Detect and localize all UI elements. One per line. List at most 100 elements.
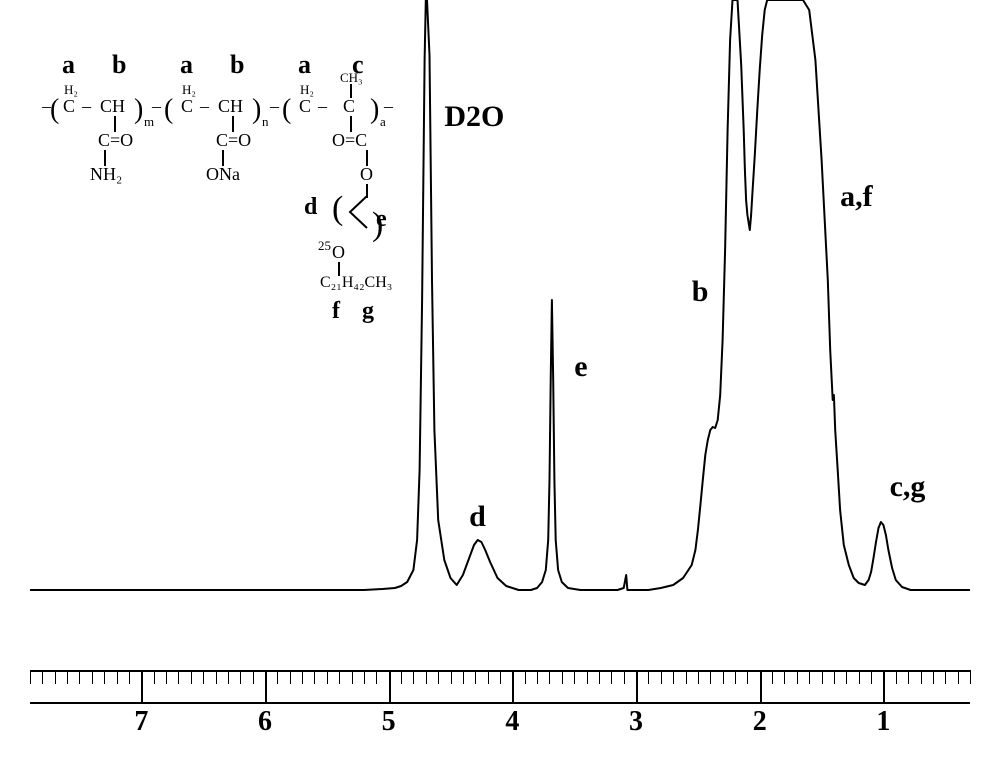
tick-label-2: 2 — [753, 706, 767, 738]
tick-minor — [735, 670, 736, 684]
tick-label-6: 6 — [258, 706, 272, 738]
tick-major — [512, 670, 514, 702]
c3: C — [299, 96, 311, 117]
tick-major — [883, 670, 885, 702]
assign-a3: a — [298, 50, 311, 80]
tick-minor — [723, 670, 724, 684]
tick-minor — [30, 670, 31, 684]
axis-bottom-line — [30, 702, 970, 704]
co2: C=O — [216, 130, 251, 151]
dash-right: – — [384, 96, 393, 117]
rbr2: ) — [252, 94, 261, 126]
tick-minor — [191, 670, 192, 684]
tick-minor — [747, 670, 748, 684]
sub-n: n — [262, 114, 269, 130]
tick-minor — [958, 670, 959, 684]
d2a: – — [200, 96, 209, 117]
tick-label-4: 4 — [505, 706, 519, 738]
peak-label-b: b — [692, 275, 709, 309]
lbr1: ( — [50, 94, 59, 126]
x-axis: 1234567 — [30, 660, 970, 750]
peg-rbr: ) — [372, 206, 383, 244]
chemical-structure-inset: a b a b a c H₂ H₂ H₂ ( C – CH ) m ( C – … — [52, 50, 462, 350]
tick-minor — [921, 670, 922, 684]
assign-g: g — [362, 298, 374, 325]
tick-minor — [809, 670, 810, 684]
tick-minor — [871, 670, 872, 684]
tick-minor — [574, 670, 575, 684]
dash-mid2: – — [270, 96, 279, 117]
rbr1: ) — [134, 94, 143, 126]
tick-minor — [426, 670, 427, 684]
tick-minor — [104, 670, 105, 684]
tick-minor — [216, 670, 217, 684]
tick-minor — [933, 670, 934, 684]
tick-minor — [401, 670, 402, 684]
tick-minor — [376, 670, 377, 684]
co1: C=O — [98, 130, 133, 151]
assign-f: f — [332, 298, 340, 325]
tick-major — [389, 670, 391, 702]
tick-minor — [562, 670, 563, 684]
tick-major — [760, 670, 762, 702]
tick-minor — [698, 670, 699, 684]
tick-minor — [537, 670, 538, 684]
tick-minor — [55, 670, 56, 684]
peg-25: 25 — [318, 238, 331, 254]
tick-major — [636, 670, 638, 702]
tick-minor — [846, 670, 847, 684]
nh2: NH₂ — [90, 164, 122, 185]
tick-minor — [599, 670, 600, 684]
c2: C — [181, 96, 193, 117]
o-chain: O — [332, 242, 345, 263]
peak-label-d: d — [469, 500, 486, 534]
tick-minor — [302, 670, 303, 684]
o-e: O — [360, 164, 373, 185]
tick-minor — [686, 670, 687, 684]
tick-minor — [945, 670, 946, 684]
dash-mid1: – — [152, 96, 161, 117]
ch2: CH — [218, 96, 243, 117]
assign-b1: b — [112, 50, 126, 80]
tick-minor — [463, 670, 464, 684]
ch1: CH — [100, 96, 125, 117]
tick-minor — [500, 670, 501, 684]
tick-minor — [253, 670, 254, 684]
tick-minor — [525, 670, 526, 684]
tick-minor — [834, 670, 835, 684]
tick-minor — [797, 670, 798, 684]
tick-minor — [772, 670, 773, 684]
co3: O=C — [332, 130, 367, 151]
tick-minor — [327, 670, 328, 684]
tick-minor — [710, 670, 711, 684]
tick-minor — [129, 670, 130, 684]
tick-minor — [240, 670, 241, 684]
tick-minor — [908, 670, 909, 684]
tick-minor — [438, 670, 439, 684]
peak-label-af: a,f — [840, 180, 873, 214]
d1a: – — [82, 96, 91, 117]
tick-minor — [896, 670, 897, 684]
tick-minor — [314, 670, 315, 684]
lbr3: ( — [282, 94, 291, 126]
rbr3: ) — [370, 94, 379, 126]
tick-minor — [624, 670, 625, 684]
tick-minor — [42, 670, 43, 684]
tick-minor — [661, 670, 662, 684]
c1: C — [63, 96, 75, 117]
tick-minor — [587, 670, 588, 684]
tick-minor — [117, 670, 118, 684]
tick-minor — [475, 670, 476, 684]
assign-d: d — [304, 194, 317, 221]
tick-minor — [549, 670, 550, 684]
peak-label-e: e — [574, 350, 587, 384]
tick-minor — [352, 670, 353, 684]
tick-label-1: 1 — [876, 706, 890, 738]
tick-minor — [92, 670, 93, 684]
tick-label-3: 3 — [629, 706, 643, 738]
tick-minor — [290, 670, 291, 684]
lbr2: ( — [164, 94, 173, 126]
assign-a1: a — [62, 50, 75, 80]
tick-minor — [611, 670, 612, 684]
tick-minor — [277, 670, 278, 684]
